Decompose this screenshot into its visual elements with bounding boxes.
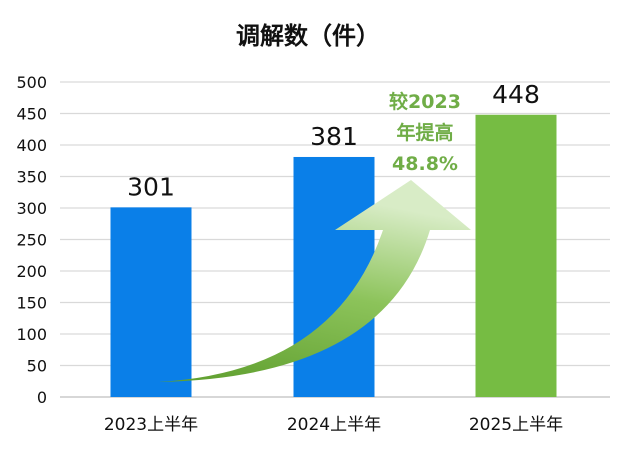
x-tick-label: 2023上半年 [104,415,198,435]
y-tick-label: 300 [16,199,47,218]
data-label: 381 [310,122,358,151]
y-tick-label: 250 [16,231,47,250]
y-tick-label: 50 [27,357,47,376]
x-tick-label: 2024上半年 [287,415,381,435]
y-tick-label: 350 [16,168,47,187]
y-tick-label: 450 [16,105,47,124]
annotation-text: 较2023 [389,90,461,113]
annotation-text: 48.8% [392,153,458,175]
y-tick-label: 200 [16,262,47,281]
bar [110,207,192,397]
y-tick-label: 0 [37,388,47,407]
growth-arrow-icon [158,180,471,382]
y-tick-label: 400 [16,136,47,155]
y-tick-label: 150 [16,294,47,313]
y-tick-label: 500 [16,73,47,92]
data-label: 301 [127,172,175,201]
bar [475,114,557,397]
annotation-text: 年提高 [396,121,453,144]
x-tick-label: 2025上半年 [469,415,563,435]
y-tick-label: 100 [16,325,47,344]
chart-title: 调解数（件） [236,22,380,50]
data-label: 448 [492,80,540,109]
